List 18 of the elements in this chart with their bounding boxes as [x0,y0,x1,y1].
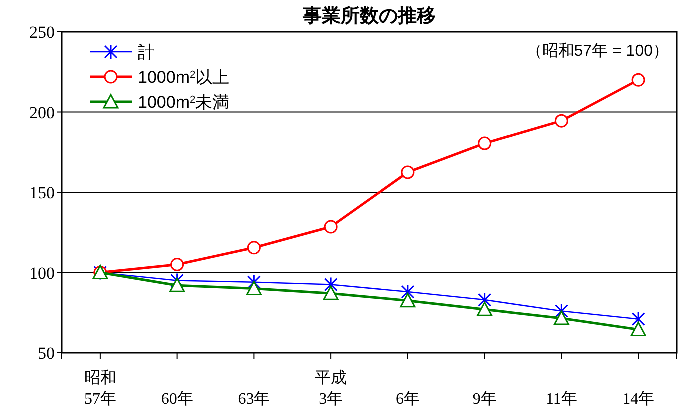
annotation: （昭和57年 = 100） [526,42,669,60]
y-tick-label: 150 [30,184,55,202]
x-tick-label: 6年 [396,391,420,408]
x-tick-label: 平成 3年 [315,369,348,408]
x-tick-label: 63年 [238,391,270,408]
y-tick-label: 200 [30,103,55,122]
chart-title: 事業所数の推移 [302,5,436,27]
x-tick-label: 14年 [622,391,655,408]
legend-label: 計 [138,43,155,62]
y-tick-label: 100 [30,264,55,283]
y-tick-label: 50 [38,344,55,363]
x-tick-label: 60年 [161,391,194,408]
x-tick-label: 11年 [546,391,578,408]
x-tick-label: 9年 [472,391,497,408]
y-tick-label: 250 [30,23,55,42]
legend-label: 1000m$^{2}$以上 [138,68,230,87]
x-tick-label: 昭和 57年 [84,369,116,408]
legend-label: 1000m$^{2}$未満 [138,93,230,112]
